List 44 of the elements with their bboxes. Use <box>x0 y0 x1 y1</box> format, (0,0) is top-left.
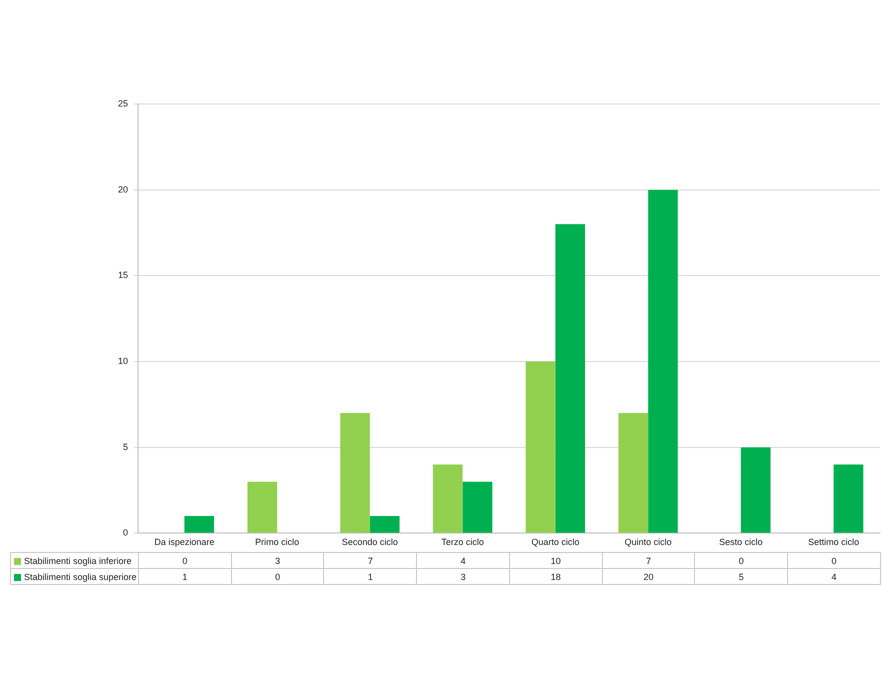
x-tick-label: Da ispezionare <box>154 537 214 548</box>
legend-label: Stabilimenti soglia superiore <box>10 568 138 584</box>
bar <box>526 362 556 533</box>
x-tick-label: Terzo ciclo <box>441 537 484 548</box>
bar <box>648 190 678 533</box>
x-tick-label: Quinto ciclo <box>624 537 672 548</box>
x-tick-label: Quarto ciclo <box>531 537 580 548</box>
data-label: 20 <box>602 568 695 584</box>
bar <box>432 464 463 533</box>
y-tick-label: 15 <box>118 270 128 280</box>
bar <box>370 516 400 533</box>
data-label: 4 <box>788 568 880 584</box>
bar <box>462 482 492 533</box>
y-tick-label: 10 <box>118 356 128 366</box>
y-tick-label: 5 <box>122 442 128 452</box>
data-label: 7 <box>324 552 417 568</box>
data-label: 0 <box>231 568 324 584</box>
x-tick-label: Settimo ciclo <box>808 537 860 548</box>
data-label: 0 <box>694 552 788 568</box>
data-label: 7 <box>602 552 695 568</box>
data-label: 3 <box>416 568 510 584</box>
bar <box>184 516 214 533</box>
y-tick-label: 0 <box>122 528 128 538</box>
data-label: 0 <box>138 552 232 568</box>
data-label: 1 <box>138 568 232 584</box>
bar <box>834 464 864 533</box>
data-label: 3 <box>231 552 324 568</box>
bar <box>555 224 586 533</box>
data-label: 0 <box>788 552 880 568</box>
x-tick-label: Primo ciclo <box>255 537 300 548</box>
x-tick-label: Sesto ciclo <box>719 537 763 548</box>
bar <box>340 413 370 533</box>
bar <box>618 413 648 533</box>
y-tick-label: 20 <box>118 184 128 194</box>
data-label: 5 <box>694 568 788 584</box>
y-tick-label: 25 <box>118 98 128 108</box>
legend-label: Stabilimenti soglia inferiore <box>10 552 138 568</box>
bar <box>740 447 771 533</box>
bar <box>247 482 278 533</box>
data-label: 10 <box>509 552 602 568</box>
data-label: 4 <box>416 552 510 568</box>
x-tick-label: Secondo ciclo <box>342 537 398 548</box>
data-label: 1 <box>324 568 417 584</box>
data-label: 18 <box>509 568 602 584</box>
